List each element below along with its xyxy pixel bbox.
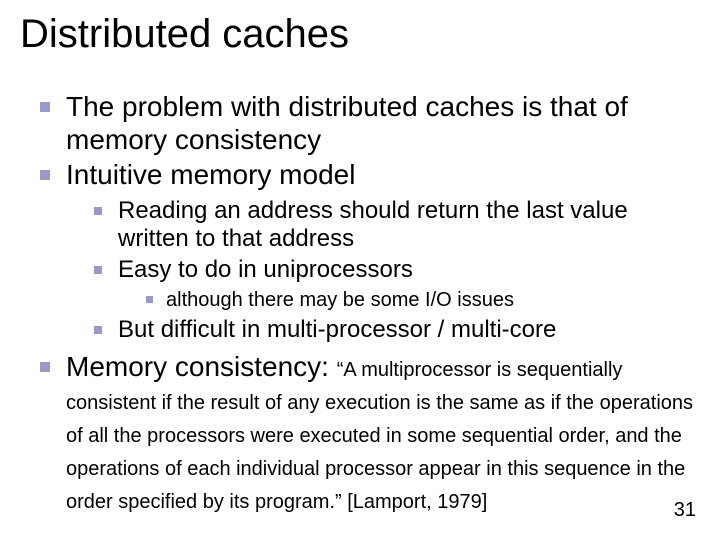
slide: Distributed caches The problem with dist… [0,0,720,540]
l1-item: Memory consistency: “A multiprocessor is… [34,350,700,515]
l1-quote: “A multiprocessor is sequentially consis… [66,359,693,513]
l1-text: Intuitive memory model [66,159,355,190]
l1-item: Intuitive memory model Reading an addres… [34,158,700,344]
bullet-list-l1: The problem with distributed caches is t… [34,90,700,516]
l1-text: The problem with distributed caches is t… [66,91,628,155]
bullet-list-l3: although there may be some I/O issues [118,288,700,312]
slide-title: Distributed caches [20,12,349,57]
l3-text: although there may be some I/O issues [166,289,514,311]
slide-body: The problem with distributed caches is t… [34,90,700,518]
l1-lead: Memory consistency: [66,351,337,382]
bullet-list-l2: Reading an address should return the las… [66,197,700,344]
l2-item: Easy to do in uniprocessors although the… [90,256,700,312]
l2-text: Easy to do in uniprocessors [118,256,413,283]
page-number: 31 [674,499,696,522]
l3-item: although there may be some I/O issues [142,288,700,312]
l2-item: Reading an address should return the las… [90,197,700,254]
l1-item: The problem with distributed caches is t… [34,90,700,156]
l2-item: But difficult in multi-processor / multi… [90,316,700,344]
l2-text: Reading an address should return the las… [118,197,628,252]
l2-text: But difficult in multi-processor / multi… [118,316,556,343]
